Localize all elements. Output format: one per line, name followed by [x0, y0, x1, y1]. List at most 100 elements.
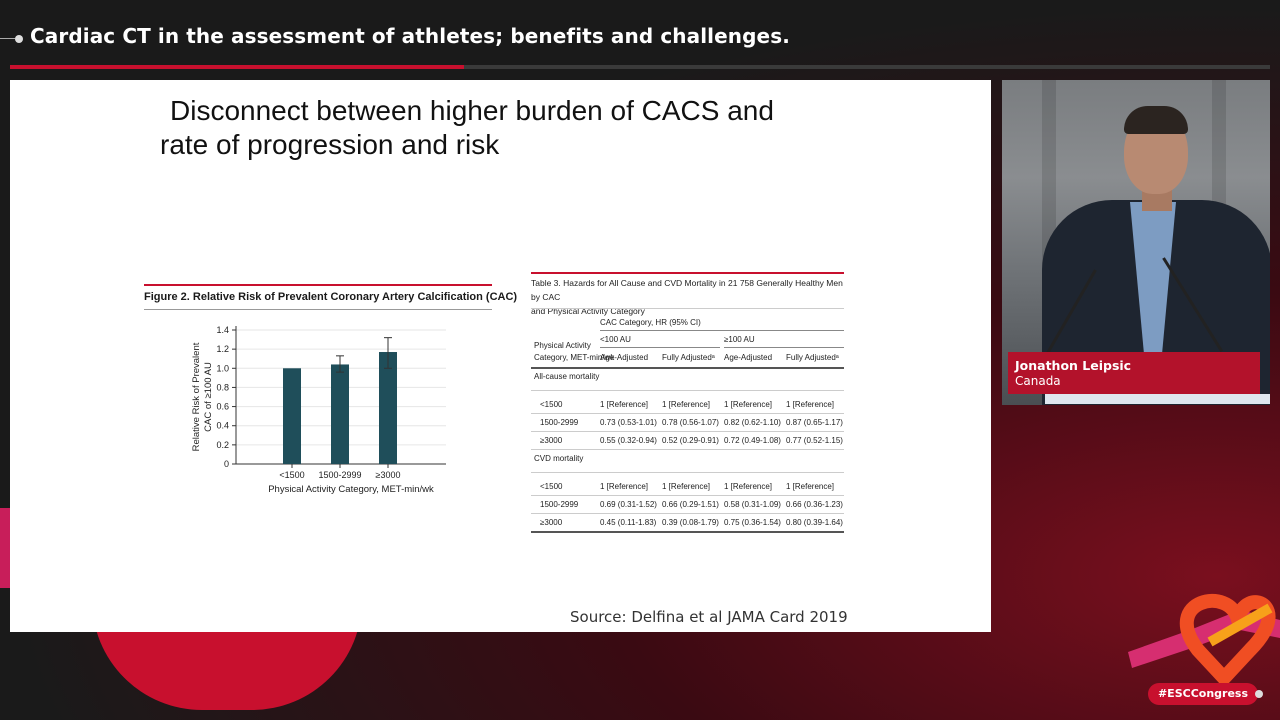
table-cell: 0.58 (0.31-1.09) — [724, 500, 781, 509]
bar — [283, 368, 301, 464]
x-tick-label: 1500-2999 — [318, 470, 361, 480]
bar — [379, 352, 397, 464]
table-column-header: Age-Adjusted — [724, 353, 773, 362]
source-citation: Source: Delfina et al JAMA Card 2019 — [570, 608, 848, 626]
x-tick-label: <1500 — [279, 470, 304, 480]
table-rule — [600, 330, 844, 331]
x-tick-label: ≥3000 — [376, 470, 401, 480]
header-dot — [15, 35, 23, 43]
esc-heart-logo-icon — [1128, 593, 1280, 685]
table-column-header: Age-Adjusted — [600, 353, 649, 362]
table-rule — [531, 472, 844, 473]
table-rule — [724, 347, 844, 348]
table-cell: 0.87 (0.65-1.17) — [786, 418, 843, 427]
table-row-header: Physical Activity — [534, 341, 591, 350]
y-axis-label: CAC of ≥100 AU — [203, 362, 214, 432]
table-cell: 0.73 (0.53-1.01) — [600, 418, 657, 427]
header-dash — [0, 38, 15, 39]
table-cell: 1 [Reference] — [600, 400, 649, 409]
table-row-label: 1500-2999 — [540, 500, 579, 509]
table-rule — [531, 431, 844, 432]
table-row-label: <1500 — [540, 400, 563, 409]
lower-third-strip — [1045, 394, 1270, 404]
table-cell: 1 [Reference] — [600, 482, 649, 491]
table-rule — [531, 390, 844, 391]
session-title: Cardiac CT in the assessment of athletes… — [30, 24, 790, 48]
table-cell: 0.66 (0.36-1.23) — [786, 500, 843, 509]
figure-top-rule — [144, 284, 492, 286]
y-tick-label: 1.2 — [216, 344, 229, 354]
table-cell: 0.80 (0.39-1.64) — [786, 518, 843, 527]
table-cell: 0.69 (0.31-1.52) — [600, 500, 657, 509]
table-cell: 0.72 (0.49-1.08) — [724, 436, 781, 445]
table-rule — [531, 513, 844, 514]
table-rule — [531, 367, 844, 369]
y-tick-label: 0.4 — [216, 421, 229, 431]
table-row-label: <1500 — [540, 482, 563, 491]
table-cell: 0.45 (0.11-1.83) — [600, 518, 657, 527]
y-tick-label: 0.6 — [216, 402, 229, 412]
y-tick-label: 1.4 — [216, 325, 229, 335]
presenter-lower-third — [1008, 352, 1260, 394]
y-tick-label: 1.0 — [216, 363, 229, 373]
table-cell: 1 [Reference] — [662, 482, 711, 491]
y-axis-label: Relative Risk of Prevalent — [191, 342, 202, 451]
table-column-header: Fully Adjustedᵃ — [786, 353, 839, 362]
table-caption: Table 3. Hazards for All Cause and CVD M… — [531, 276, 844, 318]
table-caption-line1: Table 3. Hazards for All Cause and CVD M… — [531, 278, 843, 302]
y-tick-label: 0 — [224, 459, 229, 469]
table-cell: 0.75 (0.36-1.54) — [724, 518, 781, 527]
table-rule — [531, 413, 844, 414]
slide-title-line2: rate of progression and risk — [160, 129, 500, 160]
figure-2: Figure 2. Relative Risk of Prevalent Cor… — [144, 284, 517, 504]
table-caption-line2: and Physical Activity Category — [531, 306, 645, 316]
table-subheader: <100 AU — [600, 335, 631, 344]
presentation-slide: Disconnect between higher burden of CACS… — [10, 80, 991, 632]
table-cell: 1 [Reference] — [724, 400, 773, 409]
progress-fill — [10, 65, 464, 69]
x-axis-label: Physical Activity Category, MET-min/wk — [268, 484, 434, 495]
figure-title-rule — [144, 309, 492, 310]
table-cell: 1 [Reference] — [724, 482, 773, 491]
table-cell: 1 [Reference] — [786, 400, 835, 409]
table-rule — [531, 308, 844, 309]
table-cell: 0.77 (0.52-1.15) — [786, 436, 843, 445]
table-row-label: ≥3000 — [540, 436, 563, 445]
table-rule — [531, 495, 844, 496]
table-cell: 1 [Reference] — [662, 400, 711, 409]
slide-title-line1: Disconnect between higher burden of CACS… — [170, 95, 774, 126]
table-subheader: ≥100 AU — [724, 335, 755, 344]
table-row-header: Category, MET-min/wk — [534, 353, 615, 362]
table-cell: 0.39 (0.08-1.79) — [662, 518, 719, 527]
decorative-shape-left — [0, 508, 10, 588]
table-row-label: 1500-2999 — [540, 418, 579, 427]
y-tick-label: 0.8 — [216, 382, 229, 392]
bar-chart: 0 0.2 0.4 0.6 0.8 1.0 1.2 1.4 <1500 1500-2999 ≥300… — [191, 325, 446, 495]
table-row-label: ≥3000 — [540, 518, 563, 527]
table-cell: 0.66 (0.29-1.51) — [662, 500, 719, 509]
table-rule — [531, 531, 844, 533]
table-rule — [600, 347, 720, 348]
presenter-name: Jonathon Leipsic — [1015, 358, 1132, 373]
progress-track — [10, 65, 1270, 69]
table-group-header: CAC Category, HR (95% CI) — [600, 318, 701, 327]
table-cell: 0.78 (0.56-1.07) — [662, 418, 719, 427]
table-3: Table 3. Hazards for All Cause and CVD M… — [531, 272, 845, 533]
figure-title: Figure 2. Relative Risk of Prevalent Cor… — [144, 291, 518, 303]
table-cell: 0.82 (0.62-1.10) — [724, 418, 781, 427]
table-column-header: Fully Adjustedᵃ — [662, 353, 715, 362]
table-top-rule — [531, 272, 844, 274]
y-tick-label: 0.2 — [216, 440, 229, 450]
table-cell: 0.55 (0.32-0.94) — [600, 436, 657, 445]
table-section-label: CVD mortality — [534, 454, 584, 463]
speaker-hair — [1124, 106, 1188, 134]
table-cell: 1 [Reference] — [786, 482, 835, 491]
presenter-country: Canada — [1015, 374, 1061, 388]
table-section-label: All-cause mortality — [534, 372, 600, 381]
bar — [331, 364, 349, 464]
hashtag-badge: #ESCCongress — [1148, 683, 1258, 705]
table-cell: 0.52 (0.29-0.91) — [662, 436, 719, 445]
slide-title: Disconnect between higher burden of CACS… — [160, 94, 880, 162]
hashtag-dot — [1255, 690, 1263, 698]
table-rule — [531, 449, 844, 450]
